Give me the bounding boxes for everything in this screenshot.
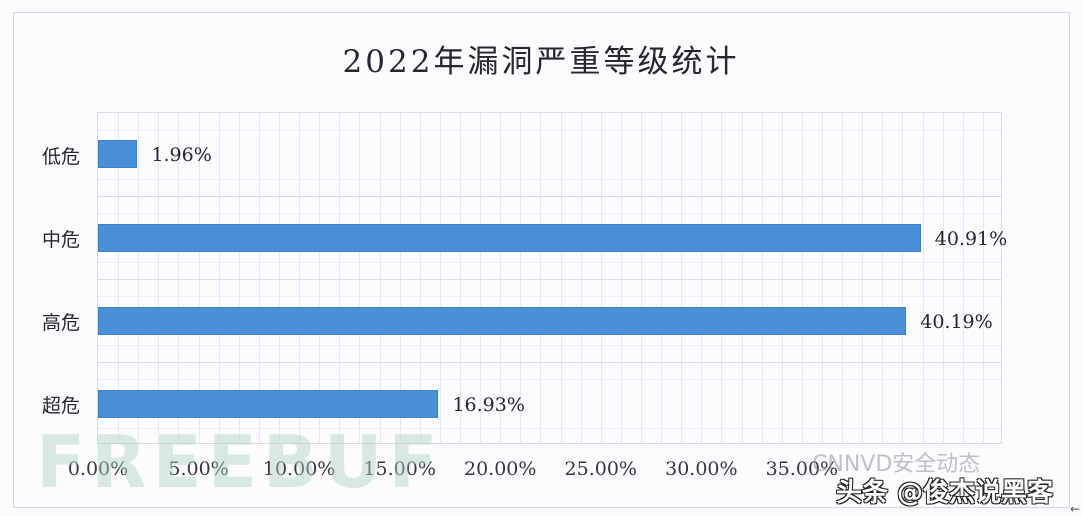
gridline-vertical: [178, 113, 180, 443]
gridline-vertical: [198, 113, 200, 443]
x-tick-label: 20.00%: [463, 458, 537, 480]
gridline-vertical: [842, 113, 844, 443]
gridline-vertical: [540, 113, 542, 443]
gridline-vertical: [641, 113, 642, 443]
bar-high: [98, 307, 907, 335]
category-label-critical: 超危: [41, 395, 80, 417]
gridline-vertical: [701, 113, 703, 443]
gridline-vertical: [962, 113, 964, 443]
freebuf-watermark-text: FREEBUF: [36, 420, 444, 504]
gridline-vertical: [882, 113, 884, 443]
gridline-vertical: [339, 113, 341, 443]
value-label-critical: 16.93%: [452, 394, 525, 416]
gridline-vertical: [379, 113, 381, 443]
gridline-horizontal-minor: [98, 129, 1001, 131]
cnnvd-watermark: CNNVD安全动态: [812, 452, 981, 477]
gridline-vertical: [480, 113, 482, 443]
arrow-left-icon: ←: [1070, 502, 1081, 516]
gridline-vertical: [560, 113, 562, 443]
gridline-vertical: [580, 113, 582, 443]
gridline-vertical: [862, 113, 864, 443]
bar-low: [98, 140, 138, 168]
x-tick-label: 25.00%: [564, 458, 637, 480]
freebuf-watermark: FREEBUF: [36, 420, 444, 504]
gridline-horizontal-minor: [98, 179, 1001, 181]
gridline-horizontal-minor: [98, 378, 1001, 380]
gridline-vertical: [138, 113, 140, 443]
bar-medium: [98, 224, 921, 252]
gridline-vertical: [419, 113, 421, 443]
gridline-vertical: [902, 113, 904, 443]
gridline-vertical: [822, 113, 823, 443]
category-label-medium: 中危: [41, 229, 80, 251]
gridline-vertical: [118, 113, 120, 443]
gridline-vertical: [721, 113, 723, 443]
plot-area: [97, 112, 1002, 444]
gridline-vertical: [761, 113, 763, 443]
gridline-vertical: [399, 113, 401, 443]
gridline-vertical: [600, 113, 602, 443]
gridline-horizontal-minor: [98, 262, 1001, 264]
gridline-vertical: [942, 113, 944, 443]
gridline-vertical: [922, 113, 924, 443]
gridline-vertical: [460, 113, 461, 443]
gridline-horizontal-minor: [98, 295, 1001, 297]
toutiao-watermark: 头条 @俊杰说黑客: [836, 478, 1054, 508]
gridline-vertical: [299, 113, 301, 443]
gridline-vertical: [520, 113, 522, 443]
gridline-vertical: [781, 113, 783, 443]
gridline-vertical: [238, 113, 240, 443]
gridline-vertical: [279, 113, 280, 443]
value-label-medium: 40.91%: [934, 228, 1008, 250]
gridline-vertical: [620, 113, 622, 443]
gridline-vertical: [218, 113, 220, 443]
value-label-high: 40.19%: [920, 311, 993, 333]
gridline-horizontal: [98, 279, 1001, 280]
gridline-horizontal: [98, 362, 1001, 363]
x-tick-label: 30.00%: [665, 458, 738, 480]
x-tick-label: 35.00%: [765, 458, 839, 480]
gridline-vertical: [319, 113, 321, 443]
gridline-horizontal-minor: [98, 212, 1001, 214]
gridline-vertical: [741, 113, 743, 443]
gridline-vertical: [681, 113, 683, 443]
x-tick-label: 5.00%: [168, 458, 229, 480]
gridline-vertical: [439, 113, 441, 443]
gridline-vertical: [158, 113, 160, 443]
x-tick-label: 0.00%: [67, 458, 129, 480]
gridline-vertical: [661, 113, 663, 443]
gridline-vertical: [801, 113, 803, 443]
bar-critical: [98, 390, 439, 418]
gridline-vertical: [359, 113, 361, 443]
x-tick-label: 10.00%: [262, 458, 336, 480]
category-label-low: 低危: [41, 146, 80, 168]
gridline-vertical: [500, 113, 502, 443]
gridline-horizontal: [98, 196, 1001, 197]
gridline-vertical: [982, 113, 984, 443]
category-label-high: 高危: [41, 312, 80, 334]
value-label-low: 1.96%: [151, 144, 212, 166]
chart-title: 2022年漏洞严重等级统计: [342, 44, 740, 80]
gridline-horizontal-minor: [98, 428, 1001, 430]
gridline-horizontal-minor: [98, 345, 1001, 347]
chart-frame: [13, 12, 1070, 508]
gridline-vertical: [258, 113, 260, 443]
x-tick-label: 15.00%: [363, 458, 436, 480]
